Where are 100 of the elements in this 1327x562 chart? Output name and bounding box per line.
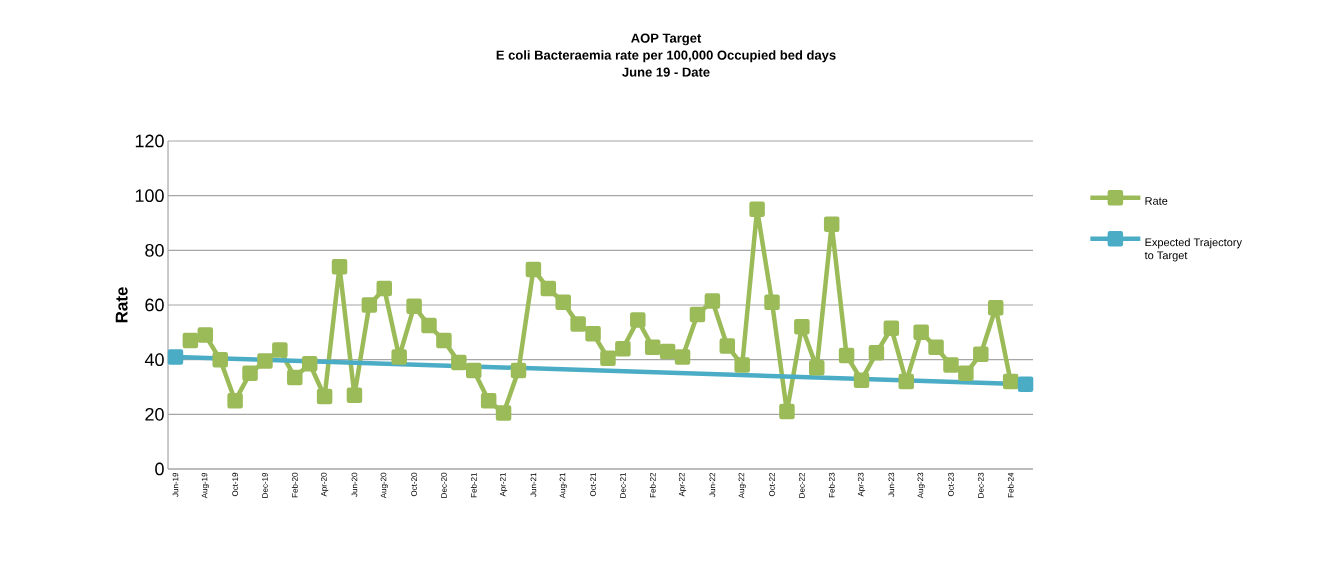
point [301,356,318,372]
x-tick-label: Oct-20 [411,472,417,497]
y-axis-title: Rate [115,287,128,323]
x-tick-label: Dec-19 [262,472,268,498]
point [600,350,616,367]
y-tick-label: 0 [155,462,164,476]
point [615,340,631,357]
x-tick-label: Dec-23 [977,472,984,498]
point [958,365,974,382]
y-tick-label: 40 [144,353,164,367]
point [987,299,1004,316]
point [838,347,855,364]
point [406,298,422,315]
point [674,349,691,365]
text: June 19 - Date [622,67,710,77]
chart-subtitle: E coli Bacteraemia rate per 100,000 Occupied bed days [496,50,836,63]
point [182,332,199,349]
point [689,306,706,323]
point [466,362,482,379]
point [973,346,989,362]
point [555,294,571,310]
x-tick-label: Oct-19 [232,472,238,497]
point [451,354,467,371]
point [346,387,363,403]
x-tick-label: Apr-21 [499,472,508,497]
point [421,317,437,334]
point [272,342,288,358]
x-tick-label: Jun-19 [172,472,179,497]
legend-label: Expected Trajectory to Target [1144,238,1242,262]
point [868,345,885,361]
point [197,327,214,343]
x-tick-label: Aug-23 [917,472,925,499]
y-tick-label: 120 [135,134,164,148]
point [376,280,393,297]
point [630,312,646,328]
point [287,369,303,386]
point [853,372,870,388]
point [943,357,959,373]
point [659,343,676,360]
point [525,261,542,278]
point [242,365,258,382]
point [480,392,497,409]
point [913,324,929,341]
x-tick-label: Dec-22 [799,472,805,498]
point [898,373,914,390]
x-tick-label: Jun-22 [709,472,716,497]
point [212,351,228,368]
x-tick-label: Feb-22 [649,472,656,498]
x-tick-label: Feb-23 [828,472,835,498]
point [644,339,661,356]
x-tick-label: Apr-22 [678,472,687,497]
point [436,332,452,349]
point [1002,373,1019,390]
x-tick-label: Jun-23 [888,472,895,497]
point [316,388,333,405]
x-tick-label: Oct-22 [769,472,775,497]
x-tick-label: Jun-21 [530,472,537,497]
chart-title: AOP Target [631,33,702,46]
y-tick-label: 20 [145,407,164,421]
x-tick-label: Oct-23 [948,472,954,497]
x-tick-label: Apr-20 [320,472,329,497]
point [719,338,736,354]
point [570,316,586,332]
y-tick-label: 100 [135,189,164,203]
point [883,320,900,336]
point [227,392,243,409]
point [704,293,721,309]
x-tick-label: Oct-21 [590,472,596,497]
point [734,357,750,373]
x-tick-label: Jun-20 [351,472,358,497]
point [928,339,944,356]
x-tick-label: Aug-19 [201,472,209,499]
legend-label: Rate [1145,197,1168,205]
point [510,362,527,379]
point [749,201,765,218]
point [779,403,795,420]
point [361,297,378,313]
point [495,405,512,421]
point [331,258,348,275]
x-tick-label: Feb-24 [1007,472,1014,498]
y-tick-label: 60 [145,298,164,312]
point [585,325,601,342]
x-tick-label: Feb-21 [470,472,477,498]
x-tick-label: Dec-20 [441,472,447,498]
point [257,353,273,369]
point [1017,376,1034,392]
point [391,349,407,365]
point [167,349,184,365]
x-tick-label: Apr-23 [857,472,866,497]
point [823,216,840,233]
x-tick-label: Dec-21 [620,472,626,498]
y-tick-label: 80 [145,243,164,257]
point [540,280,557,297]
x-tick-label: Aug-21 [559,472,567,499]
point [764,294,780,310]
x-tick-label: Aug-20 [380,472,388,499]
point [809,360,825,376]
x-tick-label: Feb-20 [291,472,298,498]
point [794,319,810,335]
x-tick-label: Aug-22 [738,472,746,499]
